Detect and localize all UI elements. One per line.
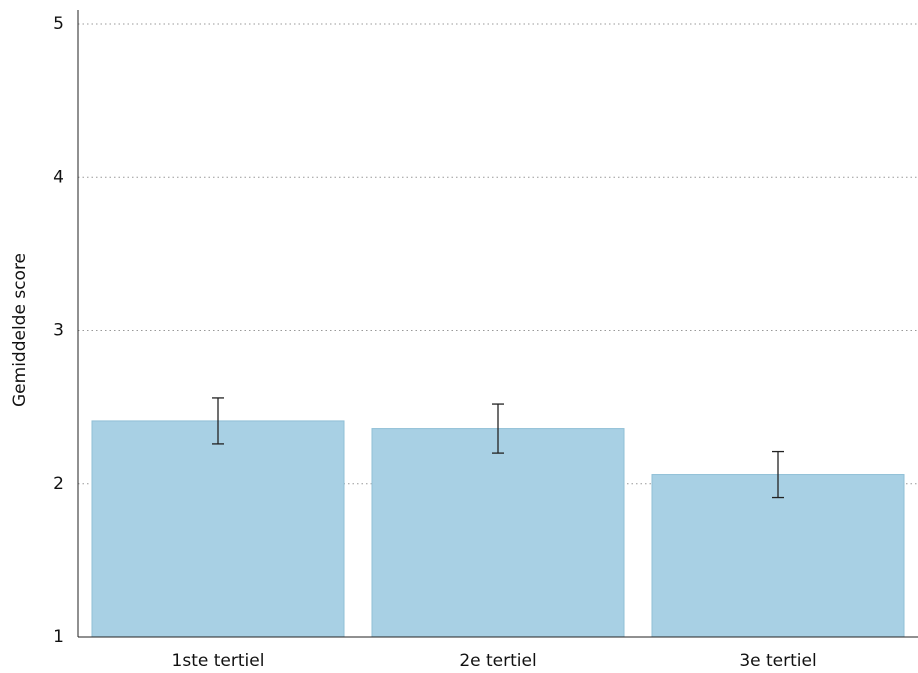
y-axis-label: Gemiddelde score <box>10 253 30 407</box>
bar <box>651 474 905 638</box>
error-bar <box>212 397 224 445</box>
y-tick-label: 4 <box>53 167 64 187</box>
y-tick-label: 1 <box>53 627 64 647</box>
x-tick-label: 3e tertiel <box>739 651 816 671</box>
y-tick-label: 3 <box>53 321 64 341</box>
x-tick-label: 1ste tertiel <box>172 651 265 671</box>
bar <box>91 420 345 638</box>
y-tick-label: 5 <box>53 14 64 34</box>
error-bar <box>772 450 784 499</box>
x-tick-label: 2e tertiel <box>459 651 536 671</box>
error-bar <box>492 403 504 454</box>
bar <box>371 428 625 638</box>
y-tick-label: 2 <box>53 474 64 494</box>
